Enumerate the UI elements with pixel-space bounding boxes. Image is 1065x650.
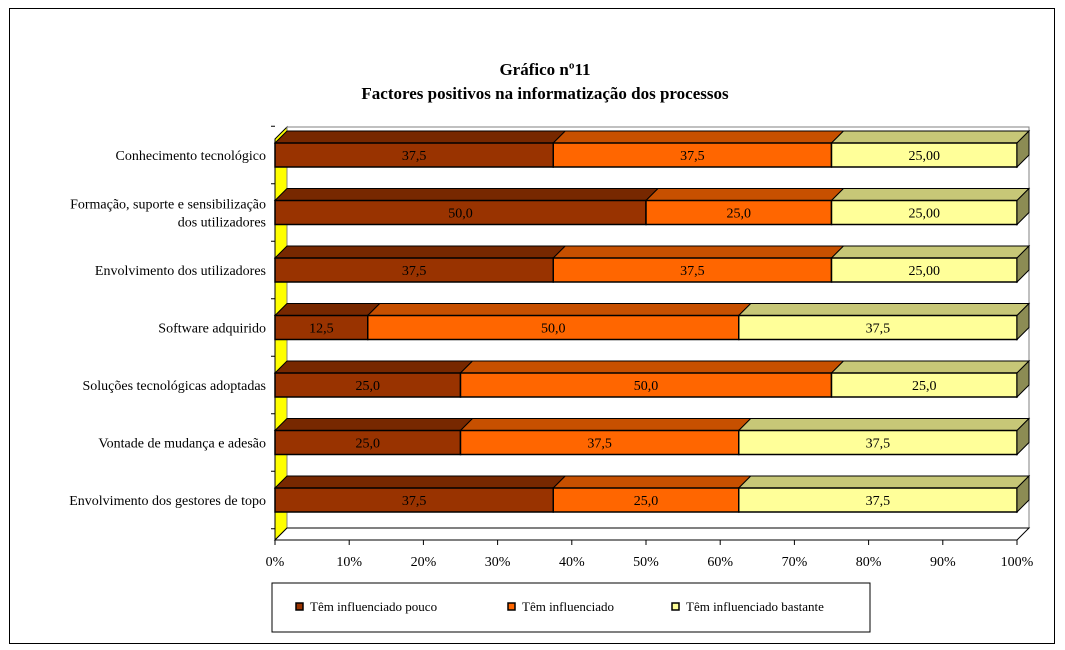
data-label: 25,0	[727, 207, 752, 222]
data-label: 37,5	[680, 264, 705, 279]
x-tick-label: 70%	[782, 555, 808, 570]
chart-frame: Gráfico nº11 Factores positivos na infor…	[9, 8, 1055, 644]
x-tick-label: 30%	[485, 555, 511, 570]
bar-top-face	[273, 475, 567, 489]
bar-segment	[738, 314, 1018, 341]
plot-area: 0% 10% 20% 30% 40% 50% 60% 70% 80% 90% 100% 37,5 37,…	[69, 125, 1034, 570]
bar-top-face	[459, 360, 845, 374]
bar-end-face	[1016, 302, 1030, 341]
data-label: 25,0	[912, 379, 937, 394]
x-tick-label: 40%	[559, 555, 585, 570]
bar-top-face	[830, 360, 1031, 374]
data-label: 37,5	[402, 149, 427, 164]
bar-segment	[274, 199, 647, 226]
bar-end-face	[1016, 129, 1030, 169]
bar-top-face	[552, 245, 845, 259]
bar-top-face	[830, 245, 1031, 259]
data-label: 25,0	[634, 494, 659, 509]
bar-top-face	[273, 303, 381, 316]
legend-swatch	[295, 602, 304, 611]
data-label: 50,0	[541, 322, 566, 337]
category-label: Soluções tecnológicas adoptadas	[82, 379, 266, 394]
bar-top-face	[737, 303, 1031, 316]
bar-segment	[830, 199, 1018, 226]
category-label: dos utilizadores	[178, 216, 266, 231]
legend-box	[271, 582, 871, 633]
data-label: 25,00	[909, 149, 941, 164]
bar-top-face	[366, 303, 752, 316]
legend-label: Têm influenciado bastante	[686, 599, 824, 614]
bar-end-face	[1016, 417, 1030, 456]
bar-top-face	[552, 130, 845, 144]
data-label: 50,0	[448, 207, 473, 222]
legend-swatch	[671, 602, 680, 611]
category-label: Vontade de mudança e adesão	[98, 437, 266, 452]
data-label: 37,5	[866, 494, 891, 509]
data-label: 37,5	[866, 322, 891, 337]
bar-top-face	[737, 475, 1031, 489]
bar-segment	[367, 314, 740, 341]
bar-segment	[274, 314, 369, 341]
bar-top-face	[830, 188, 1031, 201]
legend-label: Têm influenciado pouco	[310, 599, 437, 614]
data-label: 12,5	[309, 322, 334, 337]
bar-top-face	[273, 245, 567, 259]
data-label: 37,5	[587, 437, 612, 452]
data-label: 25,0	[356, 379, 381, 394]
bar-segment	[274, 487, 554, 513]
bar-segment	[552, 142, 833, 168]
bar-top-face	[273, 130, 567, 144]
bar-end-face	[1016, 187, 1030, 226]
legend-label: Têm influenciado	[522, 599, 614, 614]
legend-swatch	[507, 602, 516, 611]
data-label: 37,5	[402, 494, 427, 509]
bar-segment	[552, 487, 740, 513]
data-label: 25,00	[909, 207, 941, 222]
bar-segment	[274, 372, 462, 398]
bar-top-face	[273, 418, 474, 431]
bar-top-face	[830, 130, 1031, 144]
floor	[273, 527, 1031, 541]
bar-end-face	[1016, 359, 1030, 399]
category-label: Envolvimento dos utilizadores	[95, 264, 266, 279]
bar-end-face	[1016, 244, 1030, 284]
legend: Têm influenciado pouco Têm influenciado Tê…	[271, 582, 871, 633]
bar-top-face	[737, 418, 1031, 431]
bar-top-face	[273, 188, 660, 201]
bar-segment	[274, 429, 462, 456]
x-tick-label: 50%	[633, 555, 659, 570]
data-label: 25,00	[909, 264, 941, 279]
bar-segment	[830, 142, 1018, 168]
x-tick-label: 10%	[336, 555, 362, 570]
bar-top-face	[459, 418, 752, 431]
category-label: Formação, suporte e sensibilização	[70, 198, 266, 213]
bar-end-face	[1016, 474, 1030, 514]
bar-top-face	[552, 475, 752, 489]
bar-top-face	[644, 188, 845, 201]
data-label: 37,5	[866, 437, 891, 452]
x-tick-label: 90%	[930, 555, 956, 570]
chart-subtitle: Factores positivos na informatização dos…	[361, 84, 729, 103]
x-tick-label: 60%	[707, 555, 733, 570]
x-tick-label: 80%	[856, 555, 882, 570]
x-tick-label: 0%	[266, 555, 285, 570]
x-tick-label: 100%	[1001, 555, 1034, 570]
data-label: 25,0	[356, 437, 381, 452]
bar-top-face	[273, 360, 474, 374]
data-label: 50,0	[634, 379, 659, 394]
bar-segment	[459, 429, 740, 456]
bar-segment	[830, 372, 1018, 398]
bar-segment	[552, 257, 833, 283]
category-label: Software adquirido	[158, 322, 266, 337]
bar-segment	[459, 372, 833, 398]
chart-title: Gráfico nº11	[499, 60, 590, 79]
category-label: Conhecimento tecnológico	[116, 149, 266, 164]
bar-segment	[645, 199, 833, 226]
chart-svg: Gráfico nº11 Factores positivos na infor…	[69, 60, 1034, 633]
data-label: 37,5	[402, 264, 427, 279]
category-label: Envolvimento dos gestores de topo	[69, 494, 266, 509]
x-tick-label: 20%	[411, 555, 437, 570]
data-label: 37,5	[680, 149, 705, 164]
